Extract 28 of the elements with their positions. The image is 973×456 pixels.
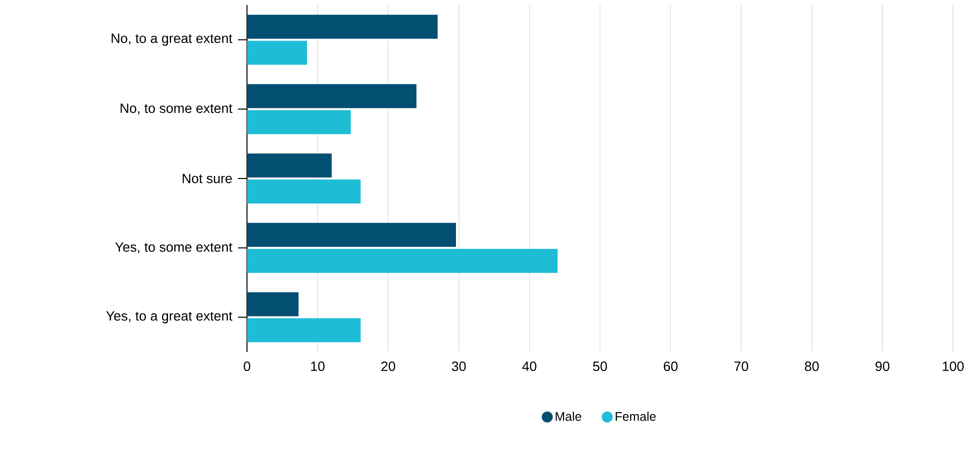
x-tick-label: 10 bbox=[311, 362, 325, 372]
bar bbox=[247, 40, 308, 65]
bar bbox=[247, 84, 416, 108]
x-tick-label: 20 bbox=[381, 362, 396, 372]
bar bbox=[247, 248, 558, 273]
x-tick-label: 60 bbox=[664, 362, 678, 372]
y-tick-label: Yes, to a great extent bbox=[106, 311, 232, 324]
bar bbox=[247, 180, 361, 204]
y-tick-label: Not sure bbox=[182, 174, 232, 184]
y-tick-label: Yes, to some extent bbox=[115, 242, 232, 254]
bar bbox=[247, 110, 351, 134]
x-tick-label: 70 bbox=[734, 362, 748, 372]
bar bbox=[247, 292, 299, 316]
bar bbox=[247, 318, 361, 342]
y-tick-label: No, to some extent bbox=[120, 104, 232, 115]
x-tick-label: 90 bbox=[876, 362, 890, 372]
bar bbox=[247, 154, 332, 178]
legend-label: Male bbox=[556, 412, 582, 421]
bar bbox=[247, 222, 456, 247]
x-tick-label: 50 bbox=[593, 362, 607, 372]
legend-label: Female bbox=[616, 412, 656, 421]
x-tick-label: 80 bbox=[804, 362, 819, 372]
x-tick-label: 100 bbox=[942, 362, 964, 372]
y-tick-label: No, to a great extent bbox=[112, 34, 232, 46]
x-tick-label: 0 bbox=[244, 362, 250, 372]
x-tick-label: 40 bbox=[522, 362, 536, 372]
x-tick-label: 30 bbox=[452, 362, 466, 372]
bar bbox=[247, 14, 438, 39]
